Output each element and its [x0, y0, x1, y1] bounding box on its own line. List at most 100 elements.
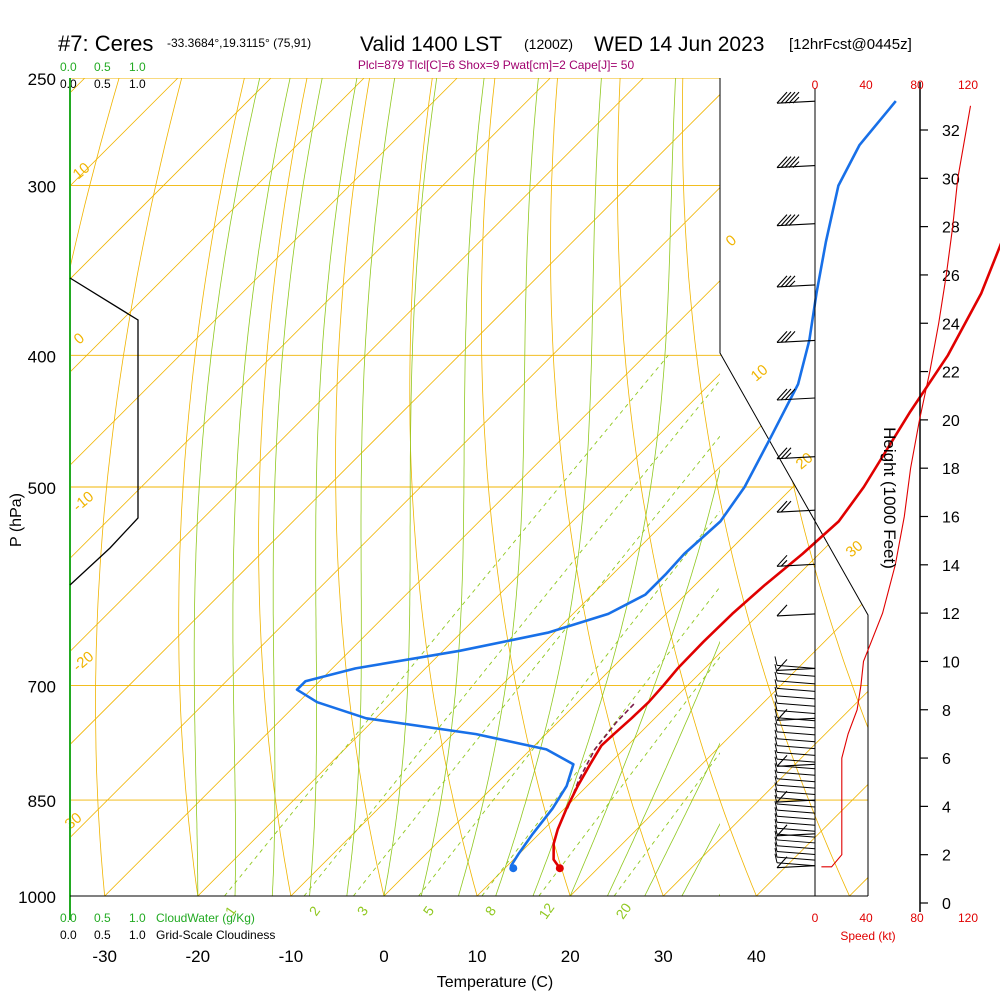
barb-low-flag-761 — [774, 722, 778, 732]
wind-barb-7 — [776, 500, 816, 513]
barb-low-flag-815 — [774, 763, 778, 773]
station-coords: -33.3684°,19.3115° (75,91) — [167, 36, 311, 50]
height-tick-label-8: 8 — [942, 703, 951, 720]
wind-barb-3 — [776, 275, 816, 288]
mixing-ratio-label-6: 20 — [612, 900, 634, 922]
cloudiness-label: Grid-Scale Cloudiness — [156, 928, 275, 942]
isotherm--30 — [104, 280, 720, 896]
barb-low-flag-716 — [774, 686, 778, 696]
isotherm--100 — [70, 78, 272, 280]
dry-adiabat-label-6: 20 — [793, 449, 817, 473]
moist-adiabat--4 — [346, 78, 396, 896]
barb-low-flag-860 — [774, 794, 778, 805]
height-tick-label-0: 0 — [942, 896, 951, 913]
mixing-ratio-label-2: 3 — [354, 903, 372, 919]
cloudwater-top-tick-0: 0.0 — [60, 60, 77, 74]
cloudiness-top-tick-0: 0.0 — [60, 77, 77, 91]
pressure-label-1000: 1000 — [18, 888, 56, 907]
barb-low-734 — [776, 710, 816, 715]
speed-top-tick-80: 80 — [910, 78, 924, 92]
pressure-axis: 250 300 400 500 700 850 1000 — [18, 70, 56, 907]
barb-low-680 — [776, 664, 816, 669]
barb-low-761 — [776, 731, 816, 736]
moist-adiabat-24 — [607, 640, 720, 896]
barb-low-707 — [776, 687, 816, 692]
speed-bottom-tick-80: 80 — [910, 911, 924, 925]
barb-low-770 — [776, 738, 816, 743]
isotherm-50 — [850, 78, 1000, 896]
pressure-label-400: 400 — [28, 347, 56, 366]
dry-adiabat--60 — [0, 54, 3, 896]
cloudiness-top-tick-2: 1.0 — [129, 77, 146, 91]
barb-low-905 — [776, 833, 816, 838]
barb-low-flag-797 — [774, 750, 778, 760]
barb-low-flag-707 — [774, 679, 778, 689]
barb-low-833 — [776, 784, 816, 789]
barb-low-flag-788 — [774, 743, 778, 753]
mixing-ratio-label-5: 12 — [535, 900, 557, 922]
barb-low-887 — [776, 821, 816, 826]
dry-adiabat-30 — [550, 78, 664, 896]
parcel-line — [566, 701, 637, 809]
barb-low-689 — [776, 672, 816, 677]
temp-label-40: 40 — [747, 947, 766, 966]
speed-bottom-tick-120: 120 — [958, 911, 978, 925]
isotherm--80 — [70, 78, 458, 466]
mixing-ratio-label-4: 8 — [482, 903, 500, 919]
valid-time: Valid 1400 LST — [360, 33, 502, 56]
cloudwater-top-scale: 0.0 0.5 1.0 0.0 0.5 1.0 — [60, 60, 146, 91]
dry-adiabat-label-5: 10 — [748, 361, 772, 385]
moist-adiabat--16 — [232, 78, 291, 896]
height-tick-label-12: 12 — [942, 606, 960, 623]
isotherm--40 — [70, 187, 720, 839]
height-tick-label-24: 24 — [942, 316, 960, 333]
height-tick-label-20: 20 — [942, 413, 960, 430]
mixing-ratio-label-1: 2 — [306, 903, 324, 919]
isotherm-10 — [476, 652, 720, 896]
temperature-axis-title: Temperature (C) — [437, 974, 553, 991]
profiles — [295, 100, 1000, 873]
isotherm-right-0 — [720, 353, 868, 896]
isotherm-0 — [383, 559, 720, 896]
barb-low-flag-806 — [774, 756, 778, 766]
wind-barb-13 — [776, 790, 816, 803]
indices-line: Plcl=879 Tlcl[C]=6 Shox=9 Pwat[cm]=2 Cap… — [358, 58, 635, 72]
dry-adiabat-right-70 — [806, 353, 868, 896]
dry-adiabat-right-40 — [720, 353, 757, 896]
height-axis-title: Height (1000 Feet) — [880, 427, 899, 569]
wind-barb-12 — [776, 754, 816, 767]
moist-adiabat-4 — [420, 78, 485, 896]
dry-adiabat--40 — [70, 78, 120, 270]
cloudwater-label: CloudWater (g/Kg) — [156, 911, 255, 925]
barb-low-flag-698 — [774, 671, 778, 681]
station-title: #7: Ceres — [58, 31, 153, 56]
isotherm--20 — [197, 373, 720, 896]
barb-low-flag-734 — [774, 701, 778, 711]
barb-low-923 — [776, 845, 816, 850]
temp-label-10: 10 — [468, 947, 487, 966]
barb-low-932 — [776, 850, 816, 855]
barb-low-flag-680 — [774, 656, 778, 666]
mixing-ratio-3 — [353, 435, 720, 896]
dry-adiabat-right-100 — [993, 54, 1000, 896]
barb-low-flag-770 — [774, 729, 778, 739]
barb-low-779 — [776, 745, 816, 750]
dry-adiabat-label-2: 0 — [71, 330, 88, 348]
barb-low-788 — [776, 751, 816, 756]
barb-low-flag-842 — [774, 782, 778, 792]
height-tick-label-28: 28 — [942, 220, 960, 237]
cloudiness-bottom-tick-2: 1.0 — [129, 928, 146, 942]
moist-adiabat--20 — [193, 78, 261, 896]
speed-top-tick-120: 120 — [958, 78, 978, 92]
height-tick-label-14: 14 — [942, 558, 960, 575]
dry-adiabat-right-0 — [336, 54, 384, 896]
dry-adiabat-10 — [409, 78, 478, 896]
speed-bottom-tick-40: 40 — [859, 911, 873, 925]
cloudiness-profile — [69, 277, 139, 586]
dry-adiabat-70 — [807, 54, 1000, 896]
height-tick-label-18: 18 — [942, 461, 960, 478]
moist-adiabat-40 — [756, 54, 1000, 896]
height-speed-axes: 0246810121416182022242628303200404080801… — [812, 78, 979, 925]
